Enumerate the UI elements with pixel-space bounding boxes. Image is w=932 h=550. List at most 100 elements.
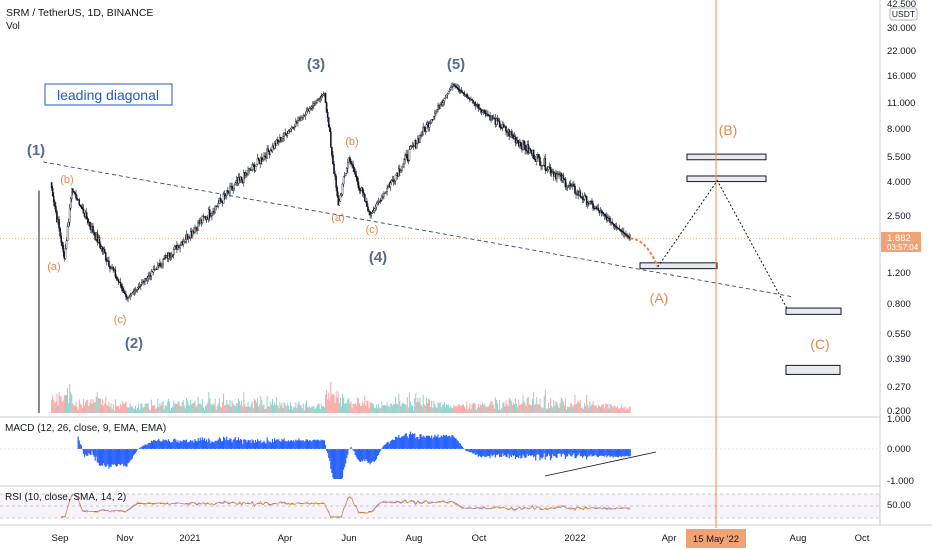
volume-bar (469, 403, 470, 413)
candle-body (444, 98, 445, 100)
macd-bar (294, 442, 295, 449)
volume-bar (392, 406, 393, 413)
macd-bar (112, 449, 113, 464)
volume-bar (560, 403, 561, 413)
volume-bar (272, 399, 273, 413)
volume-bar (67, 388, 68, 413)
volume-bar (452, 407, 453, 413)
macd-bar (142, 445, 143, 449)
macd-bar (391, 440, 392, 449)
volume-bar (59, 392, 60, 413)
volume-bar (629, 407, 630, 413)
volume-bar (311, 407, 312, 413)
macd-bar (116, 449, 117, 467)
volume-bar (563, 401, 564, 413)
candle-body (86, 212, 87, 218)
forecast-label-A: (A) (650, 290, 669, 306)
macd-bar (276, 439, 277, 449)
volume-bar (463, 404, 464, 413)
candle-body (517, 140, 518, 142)
volume-bar (138, 403, 139, 413)
volume-bar (149, 409, 150, 413)
volume-bar (163, 401, 164, 413)
candle-body (233, 188, 234, 190)
candle-body (215, 206, 216, 213)
macd-bar (558, 449, 559, 454)
wave-label-4: (4) (369, 249, 387, 266)
macd-bar (228, 440, 229, 449)
volume-bar (284, 402, 285, 413)
volume-bar (54, 403, 55, 413)
volume-bar (207, 403, 208, 413)
volume-bar (122, 401, 123, 413)
volume-bar (551, 406, 552, 413)
macd-bar (363, 449, 364, 460)
candle-body (93, 232, 94, 234)
macd-bar (175, 440, 176, 449)
macd-bar (306, 439, 307, 449)
volume-bar (588, 408, 589, 413)
macd-bar (338, 449, 339, 479)
volume-bar (478, 404, 479, 413)
volume-bar (210, 404, 211, 413)
price-tick: 0.550 (887, 329, 911, 340)
volume-bar (344, 404, 345, 413)
candle-body (429, 123, 430, 127)
macd-bar (213, 443, 214, 449)
macd-bar (324, 440, 325, 449)
volume-bar (307, 407, 308, 413)
volume-bar (546, 409, 547, 413)
candle-body (367, 207, 368, 211)
candle-body (539, 158, 540, 166)
candle-body (336, 176, 337, 187)
macd-bar (293, 440, 294, 449)
macd-bar (630, 449, 631, 456)
volume-bar (349, 403, 350, 413)
volume-bar (334, 395, 335, 413)
volume-bar (370, 402, 371, 413)
candle-body (287, 134, 288, 136)
volume-bar (79, 399, 80, 413)
macd-bar (536, 449, 537, 455)
volume-bar (575, 395, 576, 413)
price-tick: 11.000 (887, 98, 915, 109)
macd-bar (153, 440, 154, 449)
volume-bar (181, 407, 182, 413)
volume-bar (128, 408, 129, 413)
candle-body (383, 193, 384, 196)
candle-body (159, 263, 160, 265)
macd-bar (488, 449, 489, 456)
volume-bar (412, 406, 413, 413)
volume-bar (450, 406, 451, 413)
macd-bar (171, 442, 172, 449)
volume-bar (578, 401, 579, 413)
macd-bar (544, 449, 545, 453)
volume-bar (201, 405, 202, 413)
macd-bar (289, 442, 290, 449)
volume-bar (98, 398, 99, 413)
candle-body (290, 129, 291, 131)
macd-bar (388, 442, 389, 449)
candle-body (342, 184, 343, 194)
macd-bar (208, 438, 209, 449)
time-tick: Nov (117, 533, 134, 544)
macd-bar (560, 449, 561, 454)
volume-bar (134, 409, 135, 413)
macd-bar (350, 447, 351, 449)
forecast-label-B: (B) (719, 122, 738, 138)
macd-bar (614, 449, 615, 457)
volume-bar (553, 400, 554, 413)
volume-bar (472, 405, 473, 413)
macd-bar (177, 440, 178, 449)
volume-bar (317, 405, 318, 413)
volume-bar (265, 409, 266, 413)
macd-bar (380, 449, 381, 451)
volume-bar (619, 408, 620, 413)
macd-bar (205, 441, 206, 449)
volume-bar (130, 403, 131, 413)
volume-bar (427, 403, 428, 413)
volume-bar (390, 404, 391, 413)
volume-bar (408, 408, 409, 413)
volume-bar (190, 400, 191, 413)
